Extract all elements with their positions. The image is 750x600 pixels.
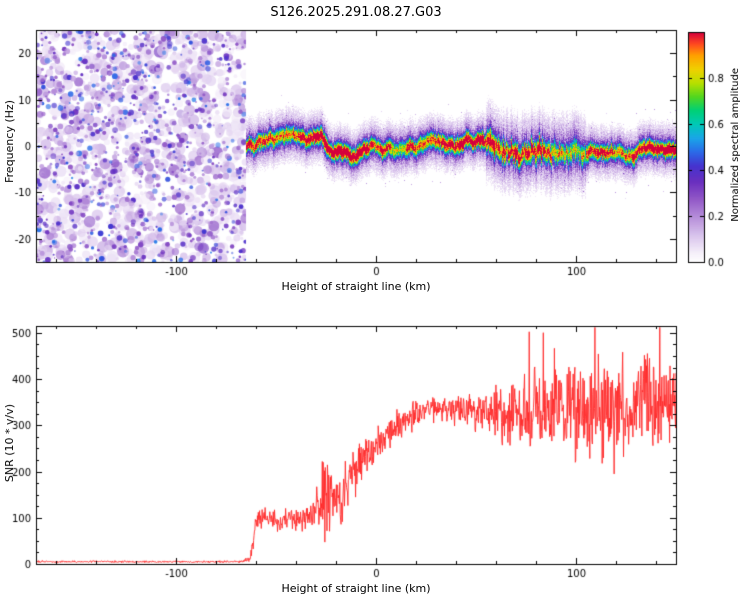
- colorbar-label: Normalized spectral amplitude: [730, 68, 741, 222]
- snr-canvas: [0, 318, 750, 584]
- spectrogram-xlabel: Height of straight line (km): [281, 280, 431, 293]
- snr-panel: Height of straight line (km) SNR (10 * v…: [0, 318, 750, 600]
- spectrogram-canvas: [0, 22, 750, 280]
- spectrogram-panel: Height of straight line (km) Frequency (…: [0, 22, 750, 318]
- figure-title: S126.2025.291.08.27.G03: [270, 5, 442, 20]
- snr-ylabel: SNR (10 * v/v): [3, 404, 16, 483]
- spectrogram-ylabel: Frequency (Hz): [3, 100, 16, 183]
- snr-xlabel: Height of straight line (km): [281, 582, 431, 595]
